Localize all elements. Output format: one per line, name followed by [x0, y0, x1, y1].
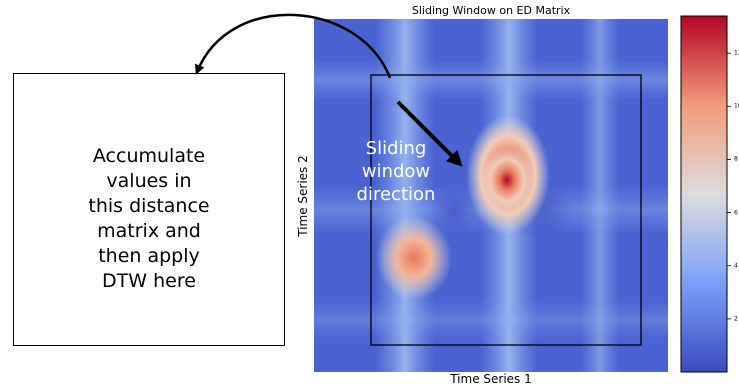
heatmap-xlabel: Time Series 1	[450, 372, 532, 386]
sliding-window-rect	[370, 74, 642, 346]
colorbar-tick-label: 8	[734, 155, 738, 163]
colorbar-tick-label: 12	[734, 49, 739, 57]
direction-arrow	[396, 100, 463, 167]
colorbar-tick-label: 4	[734, 262, 738, 270]
accumulate-box-text: Accumulate values in this distance matri…	[88, 145, 210, 292]
accumulate-box: Accumulate values in this distance matri…	[13, 73, 285, 346]
heatmap-title: Sliding Window on ED Matrix	[411, 4, 571, 17]
colorbar-ticks	[727, 52, 731, 320]
sliding-window-label: Sliding window direction	[356, 138, 436, 205]
colorbar-tick-label: 2	[734, 315, 738, 323]
colorbar-tick-label: 10	[734, 102, 739, 110]
curved-arrow	[194, 13, 392, 79]
heatmap-image	[314, 19, 668, 372]
colorbar-tick-label: 6	[734, 209, 738, 217]
colorbar	[680, 15, 728, 373]
